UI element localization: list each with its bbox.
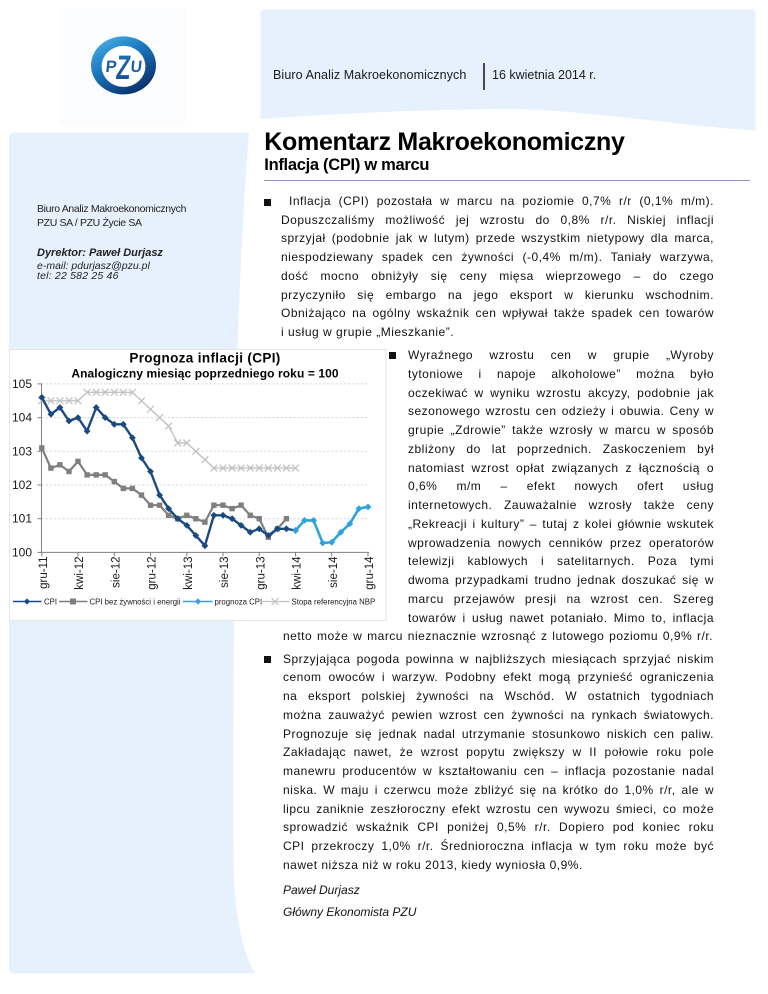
svg-text:sie-13: sie-13 xyxy=(219,557,231,588)
svg-text:U: U xyxy=(130,58,143,76)
svg-text:100: 100 xyxy=(12,545,32,559)
svg-text:Analogiczny miesiąc poprzednie: Analogiczny miesiąc poprzedniego roku = … xyxy=(71,367,339,381)
svg-text:Stopa referencyjna NBP: Stopa referencyjna NBP xyxy=(292,597,376,606)
svg-text:Z: Z xyxy=(114,50,132,87)
svg-text:CPI bez żywności i energii: CPI bez żywności i energii xyxy=(90,597,181,606)
svg-text:gru-11: gru-11 xyxy=(38,557,50,589)
svg-text:gru-12: gru-12 xyxy=(147,557,159,590)
svg-text:Prognoza inflacji (CPI): Prognoza inflacji (CPI) xyxy=(129,351,280,366)
svg-text:kwi-14: kwi-14 xyxy=(292,556,304,590)
svg-text:sie-12: sie-12 xyxy=(111,557,123,588)
svg-text:P: P xyxy=(105,57,118,76)
svg-text:kwi-13: kwi-13 xyxy=(183,557,195,590)
svg-text:102: 102 xyxy=(12,478,32,492)
svg-text:CPI: CPI xyxy=(44,597,57,606)
svg-text:kwi-12: kwi-12 xyxy=(74,557,86,590)
svg-text:gru-13: gru-13 xyxy=(255,557,267,590)
svg-text:sie-14: sie-14 xyxy=(328,556,340,588)
svg-text:105: 105 xyxy=(12,377,32,391)
svg-text:gru-14: gru-14 xyxy=(364,556,376,590)
svg-text:101: 101 xyxy=(12,512,32,526)
svg-text:103: 103 xyxy=(12,444,32,458)
svg-text:104: 104 xyxy=(12,411,32,425)
svg-text:prognoza CPI: prognoza CPI xyxy=(215,597,263,606)
